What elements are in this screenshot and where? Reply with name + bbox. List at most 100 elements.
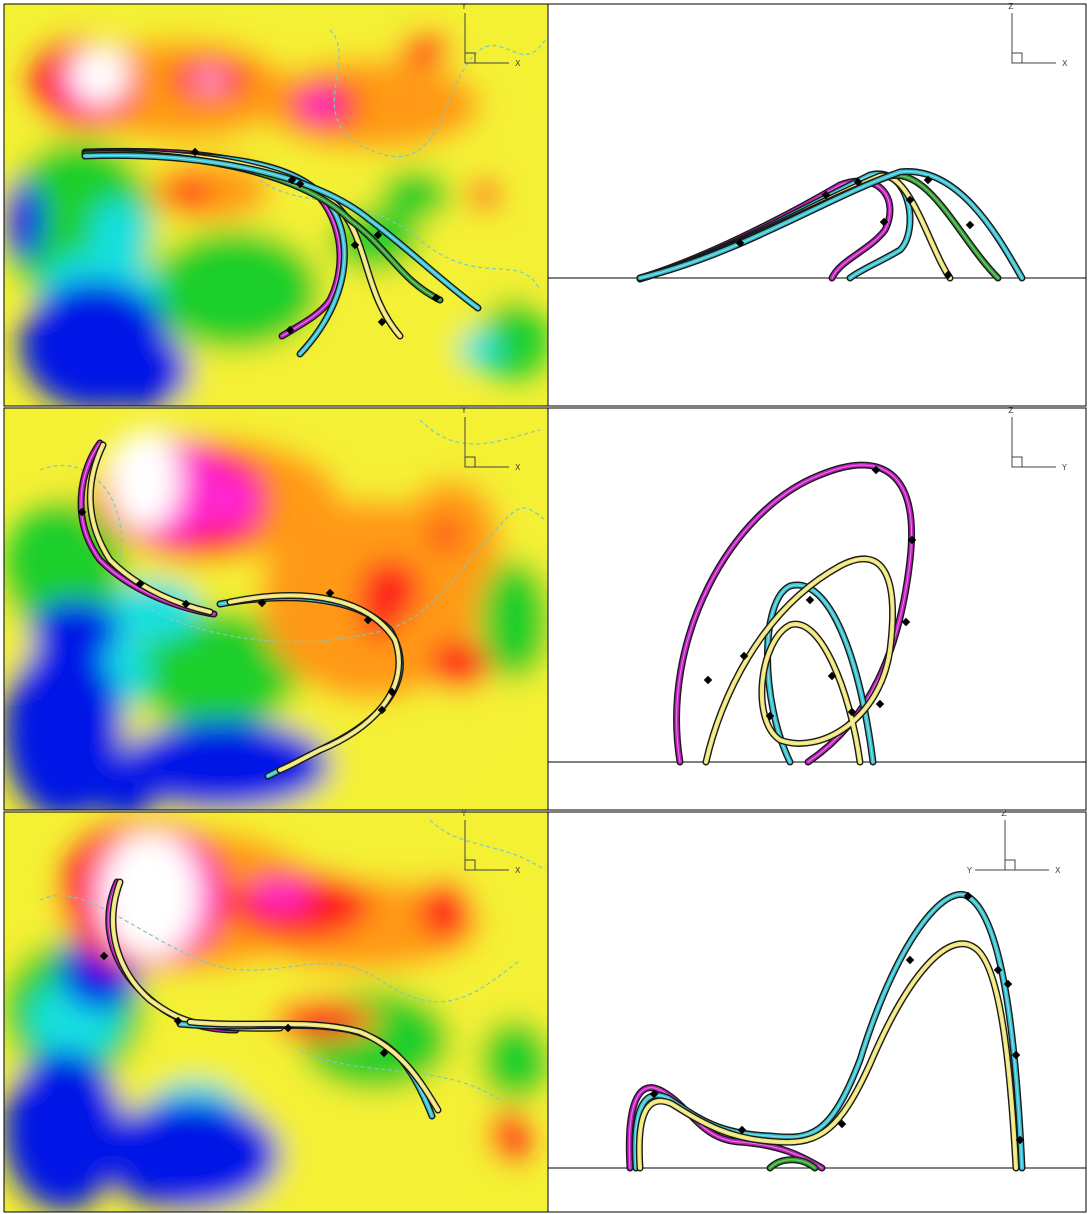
axis-label: X — [515, 463, 521, 472]
direction-marker — [871, 465, 881, 475]
colormap-blob — [120, 720, 330, 810]
colormap-blob — [280, 1000, 360, 1040]
colormap-blob — [30, 600, 120, 660]
axis-label: X — [515, 59, 521, 68]
colormap-blob — [490, 1110, 530, 1160]
direction-marker — [649, 1089, 659, 1099]
field-line-cyan — [631, 890, 1026, 1172]
direction-marker — [847, 707, 857, 717]
direction-marker — [350, 240, 360, 250]
colormap-blob — [480, 560, 548, 680]
colormap-blob — [460, 330, 500, 370]
direction-marker — [190, 147, 200, 157]
neutral-line-contour — [419, 419, 541, 445]
direction-marker — [875, 699, 885, 709]
direction-marker — [295, 179, 305, 189]
colormap-3 — [4, 812, 548, 1212]
direction-marker — [703, 675, 713, 685]
field-line-cyan-2 — [81, 151, 482, 312]
direction-marker — [907, 535, 917, 545]
colormap-blob — [360, 580, 400, 640]
direction-marker — [905, 955, 915, 965]
direction-marker — [805, 595, 815, 605]
colormap-1 — [4, 4, 548, 406]
colormap-blob — [470, 180, 500, 210]
axis-triad-row1-top-view: YX — [461, 2, 521, 68]
axis-label: X — [515, 866, 521, 875]
direction-marker — [963, 891, 973, 901]
direction-marker — [379, 1048, 389, 1058]
direction-marker — [1011, 1050, 1021, 1060]
axis-triad-row3-top-view: YX — [461, 809, 521, 875]
axis-label: Y — [461, 406, 467, 415]
colormap-blob — [130, 610, 300, 730]
colormap-blob — [300, 90, 340, 120]
field-line-magenta — [673, 461, 915, 766]
axis-label: Y — [1061, 463, 1067, 472]
direction-marker — [387, 687, 397, 697]
axis-triad-row1-side-view: ZX — [1008, 2, 1068, 68]
direction-marker — [325, 588, 335, 598]
field-line-yellow-2 — [226, 592, 403, 774]
colormap-blob — [4, 180, 44, 260]
colormap-blob — [170, 180, 210, 210]
field-line-cyan — [764, 581, 877, 766]
neutral-line-contour — [429, 819, 546, 871]
axis-label: X — [1062, 59, 1068, 68]
axis-triad-row2-top-view: YX — [461, 406, 521, 472]
panel-frame-row3-side-view — [547, 811, 1087, 1213]
field-line-yellow — [635, 940, 1020, 1172]
field-line-green — [766, 1156, 819, 1172]
direction-marker — [993, 965, 1003, 975]
direction-marker — [837, 1119, 847, 1129]
field-line-cyan-2 — [636, 168, 1026, 282]
colormap-blob — [100, 1100, 280, 1210]
direction-marker — [363, 615, 373, 625]
colormap-blob — [400, 35, 450, 65]
direction-marker — [377, 705, 387, 715]
colormap-blob — [4, 1050, 124, 1210]
neutral-line-contour — [329, 29, 546, 158]
direction-marker — [283, 1023, 293, 1033]
field-line-yellow-2 — [186, 1018, 442, 1114]
colormap-blob — [70, 45, 130, 105]
colormap-blob — [90, 760, 160, 810]
colormap-blob — [90, 330, 190, 406]
direction-marker — [765, 711, 775, 721]
direction-marker — [739, 651, 749, 661]
colormap-blob — [110, 580, 200, 640]
neutral-line-contour — [39, 894, 521, 1003]
axis-label: Z — [1008, 2, 1014, 11]
axis-label: Y — [461, 2, 467, 11]
direction-marker — [431, 293, 441, 303]
colormap-blob — [420, 880, 470, 940]
axis-label: Z — [1008, 406, 1014, 415]
axis-triad-row3-side-view: Z X Y — [966, 809, 1061, 875]
axis-label: Y — [461, 809, 467, 818]
colormap-blob — [90, 200, 150, 260]
direction-marker — [1003, 979, 1013, 989]
axis-label: X — [1055, 866, 1061, 875]
colormap-blob — [430, 520, 460, 550]
neutral-line-contour — [259, 179, 541, 291]
colormap-blob — [250, 880, 310, 910]
direction-marker — [377, 317, 387, 327]
colormap-blob — [380, 170, 450, 220]
direction-marker — [901, 617, 911, 627]
field-line-yellow — [702, 555, 897, 766]
direction-marker — [285, 325, 295, 335]
direction-marker — [827, 671, 837, 681]
colormap-blob — [4, 640, 124, 810]
colormap-blob — [200, 75, 220, 87]
panel-frame-row1-side-view — [547, 3, 1087, 407]
panel-frame-row2-side-view — [547, 407, 1087, 811]
direction-marker — [373, 230, 383, 240]
axis-label: Z — [1001, 809, 1007, 818]
axis-triad-row2-side-view: ZY — [1008, 406, 1067, 472]
direction-marker — [1015, 1135, 1025, 1145]
colormap-blob — [110, 430, 180, 530]
direction-marker — [965, 220, 975, 230]
direction-marker — [287, 175, 297, 185]
direction-marker — [737, 1125, 747, 1135]
